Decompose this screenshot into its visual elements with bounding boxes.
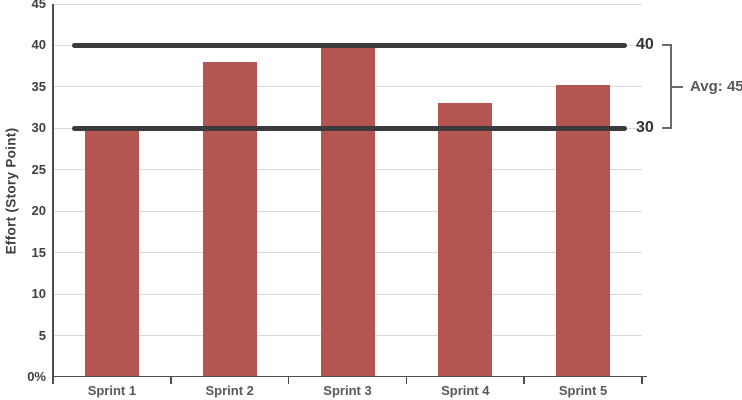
bar-sprint-5	[556, 85, 611, 376]
x-axis-tick	[287, 376, 290, 384]
gridline-45	[53, 3, 642, 5]
y-tick-label-40: 40	[31, 37, 46, 53]
x-axis-tick	[170, 376, 172, 384]
y-tick-label-5: 5	[38, 327, 46, 343]
y-tick-label-20: 20	[31, 203, 46, 219]
x-axis-label-3: Sprint 3	[323, 383, 372, 398]
avg-bracket-mid-stub	[672, 85, 683, 88]
reference-line-label-40: 40	[636, 36, 654, 54]
avg-bracket-bottom-stub	[662, 127, 671, 130]
y-tick-label-35: 35	[31, 78, 46, 94]
x-axis-tick	[641, 376, 643, 384]
bar-sprint-4	[438, 103, 493, 376]
bar-sprint-3	[320, 45, 375, 376]
x-axis-tick	[405, 376, 408, 384]
bar-sprint-1	[84, 128, 139, 376]
y-tick-label-25: 25	[31, 161, 46, 177]
x-axis-tick	[523, 376, 525, 384]
x-axis-label-4: Sprint 4	[441, 383, 490, 398]
reference-line-40	[72, 42, 627, 48]
y-tick-label-0: 0%	[27, 369, 46, 384]
y-tick-label-10: 10	[31, 286, 46, 302]
x-axis-line	[52, 375, 647, 377]
bar-sprint-2	[202, 62, 257, 376]
reference-line-label-30: 30	[636, 119, 654, 137]
y-axis-title: Effort (Story Point)	[3, 127, 19, 255]
avg-annotation-label: Avg: 45	[690, 77, 742, 95]
x-axis-tick	[52, 376, 54, 384]
y-tick-label-45: 45	[31, 0, 46, 11]
y-tick-label-15: 15	[31, 244, 46, 260]
avg-bracket-top-stub	[662, 44, 671, 47]
reference-line-30	[72, 125, 627, 131]
y-tick-label-30: 30	[31, 120, 46, 136]
avg-bracket-vline	[670, 44, 672, 130]
x-axis-label-2: Sprint 2	[205, 383, 254, 398]
x-axis-label-1: Sprint 1	[87, 383, 137, 398]
x-axis-label-5: Sprint 5	[558, 383, 608, 398]
y-axis-line	[52, 4, 54, 377]
